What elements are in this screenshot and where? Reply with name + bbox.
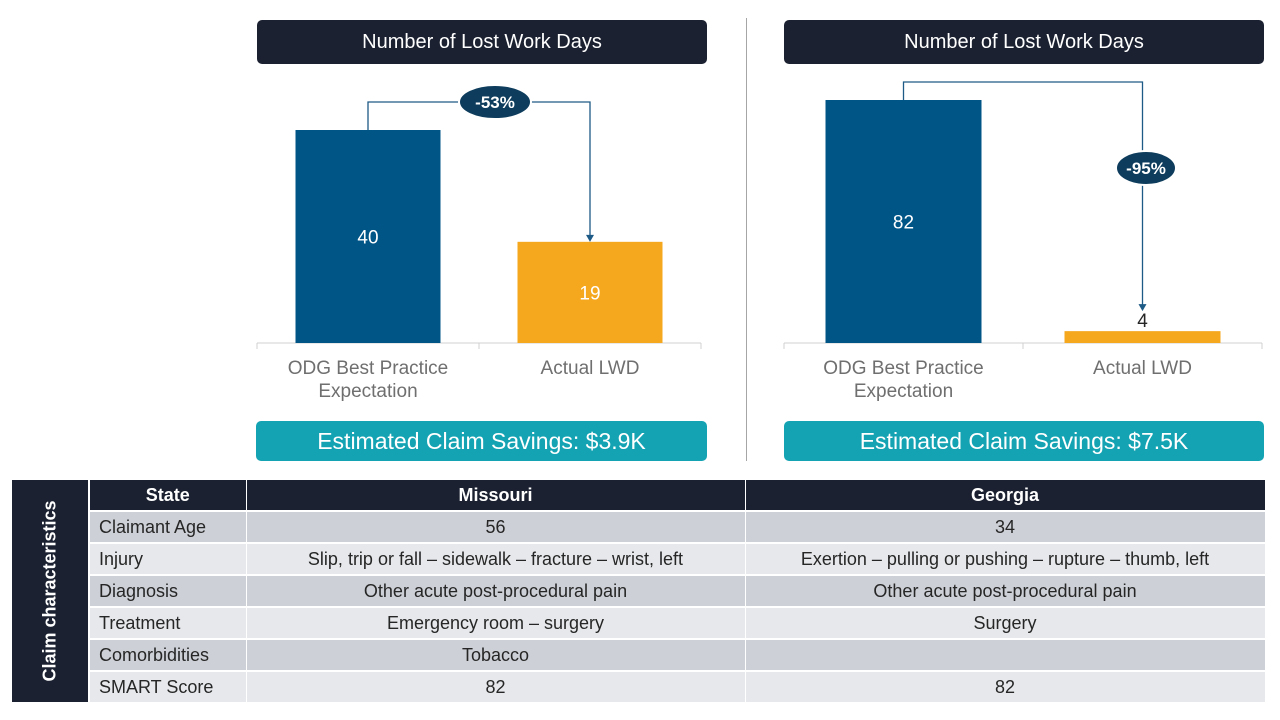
claim-characteristics-table: State Missouri Georgia Claimant Age 56 3… — [90, 480, 1266, 702]
row-label: Treatment — [90, 607, 246, 639]
cell-missouri: 82 — [246, 671, 745, 702]
header-state: State — [90, 480, 246, 511]
cell-georgia: Exertion – pulling or pushing – rupture … — [745, 543, 1265, 575]
change-badge-label: -95% — [1126, 159, 1166, 178]
cell-missouri: 56 — [246, 511, 745, 543]
cell-georgia: Surgery — [745, 607, 1265, 639]
bar-value-expected: 82 — [893, 213, 914, 234]
table-row: Diagnosis Other acute post-procedural pa… — [90, 575, 1265, 607]
row-label: Injury — [90, 543, 246, 575]
category-label: Expectation — [854, 381, 953, 402]
table-row: Injury Slip, trip or fall – sidewalk – f… — [90, 543, 1265, 575]
table-header-row: State Missouri Georgia — [90, 480, 1265, 511]
row-label: Diagnosis — [90, 575, 246, 607]
cell-georgia: 82 — [745, 671, 1265, 702]
cell-georgia: 34 — [745, 511, 1265, 543]
change-arrowhead — [1139, 304, 1147, 311]
cell-missouri: Emergency room – surgery — [246, 607, 745, 639]
header-georgia: Georgia — [745, 480, 1265, 511]
bar-value-actual: 4 — [1137, 311, 1148, 332]
row-label: SMART Score — [90, 671, 246, 702]
claim-characteristics-label: Claim characteristics — [12, 480, 88, 702]
cell-missouri: Other acute post-procedural pain — [246, 575, 745, 607]
table-row: Comorbidities Tobacco — [90, 639, 1265, 671]
cell-georgia: Other acute post-procedural pain — [745, 575, 1265, 607]
row-label: Comorbidities — [90, 639, 246, 671]
category-label: Actual LWD — [1093, 358, 1192, 379]
table-row: Treatment Emergency room – surgery Surge… — [90, 607, 1265, 639]
row-label: Claimant Age — [90, 511, 246, 543]
cell-georgia — [745, 639, 1265, 671]
cell-missouri: Tobacco — [246, 639, 745, 671]
cell-missouri: Slip, trip or fall – sidewalk – fracture… — [246, 543, 745, 575]
savings-banner-georgia: Estimated Claim Savings: $7.5K — [784, 421, 1264, 461]
bar-actual — [1065, 331, 1221, 343]
table-row: Claimant Age 56 34 — [90, 511, 1265, 543]
category-label: ODG Best Practice — [823, 358, 984, 379]
table-row: SMART Score 82 82 — [90, 671, 1265, 702]
header-missouri: Missouri — [246, 480, 745, 511]
